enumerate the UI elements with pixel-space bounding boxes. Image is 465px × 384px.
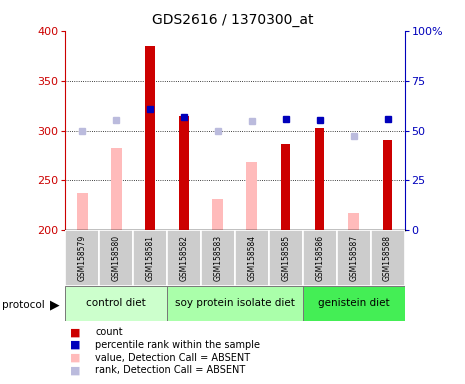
Text: GSM158579: GSM158579 bbox=[78, 235, 86, 281]
Text: protocol: protocol bbox=[2, 300, 45, 310]
Bar bbox=[111, 147, 121, 230]
Text: GSM158585: GSM158585 bbox=[281, 235, 290, 281]
Bar bbox=[246, 162, 257, 230]
Bar bbox=[167, 230, 201, 286]
Bar bbox=[133, 230, 167, 286]
Text: GDS2616 / 1370300_at: GDS2616 / 1370300_at bbox=[152, 13, 313, 27]
Text: value, Detection Call = ABSENT: value, Detection Call = ABSENT bbox=[95, 353, 251, 362]
Bar bbox=[281, 144, 291, 230]
Text: count: count bbox=[95, 327, 123, 337]
Bar bbox=[201, 230, 235, 286]
Bar bbox=[99, 230, 133, 286]
Bar bbox=[303, 230, 337, 286]
Bar bbox=[77, 194, 87, 230]
Text: GSM158587: GSM158587 bbox=[349, 235, 358, 281]
Bar bbox=[337, 230, 371, 286]
Text: rank, Detection Call = ABSENT: rank, Detection Call = ABSENT bbox=[95, 365, 246, 375]
Text: ■: ■ bbox=[70, 340, 80, 350]
Bar bbox=[348, 214, 359, 230]
Bar bbox=[383, 139, 392, 230]
Bar bbox=[167, 286, 303, 321]
Text: GSM158582: GSM158582 bbox=[179, 235, 188, 281]
Bar bbox=[371, 230, 405, 286]
Text: GSM158583: GSM158583 bbox=[213, 235, 222, 281]
Bar bbox=[179, 116, 189, 230]
Text: percentile rank within the sample: percentile rank within the sample bbox=[95, 340, 260, 350]
Text: ■: ■ bbox=[70, 327, 80, 337]
Text: GSM158586: GSM158586 bbox=[315, 235, 324, 281]
Bar bbox=[145, 46, 155, 230]
Text: control diet: control diet bbox=[86, 298, 146, 308]
Text: soy protein isolate diet: soy protein isolate diet bbox=[175, 298, 295, 308]
Bar bbox=[315, 127, 325, 230]
Text: GSM158584: GSM158584 bbox=[247, 235, 256, 281]
Text: GSM158580: GSM158580 bbox=[112, 235, 120, 281]
Bar bbox=[213, 199, 223, 230]
Text: GSM158588: GSM158588 bbox=[383, 235, 392, 281]
Text: ▶: ▶ bbox=[50, 298, 60, 311]
Bar bbox=[65, 286, 167, 321]
Bar bbox=[269, 230, 303, 286]
Bar bbox=[65, 230, 99, 286]
Text: GSM158581: GSM158581 bbox=[146, 235, 154, 281]
Bar bbox=[303, 286, 405, 321]
Text: genistein diet: genistein diet bbox=[318, 298, 390, 308]
Text: ■: ■ bbox=[70, 353, 80, 362]
Bar bbox=[235, 230, 269, 286]
Text: ■: ■ bbox=[70, 365, 80, 375]
